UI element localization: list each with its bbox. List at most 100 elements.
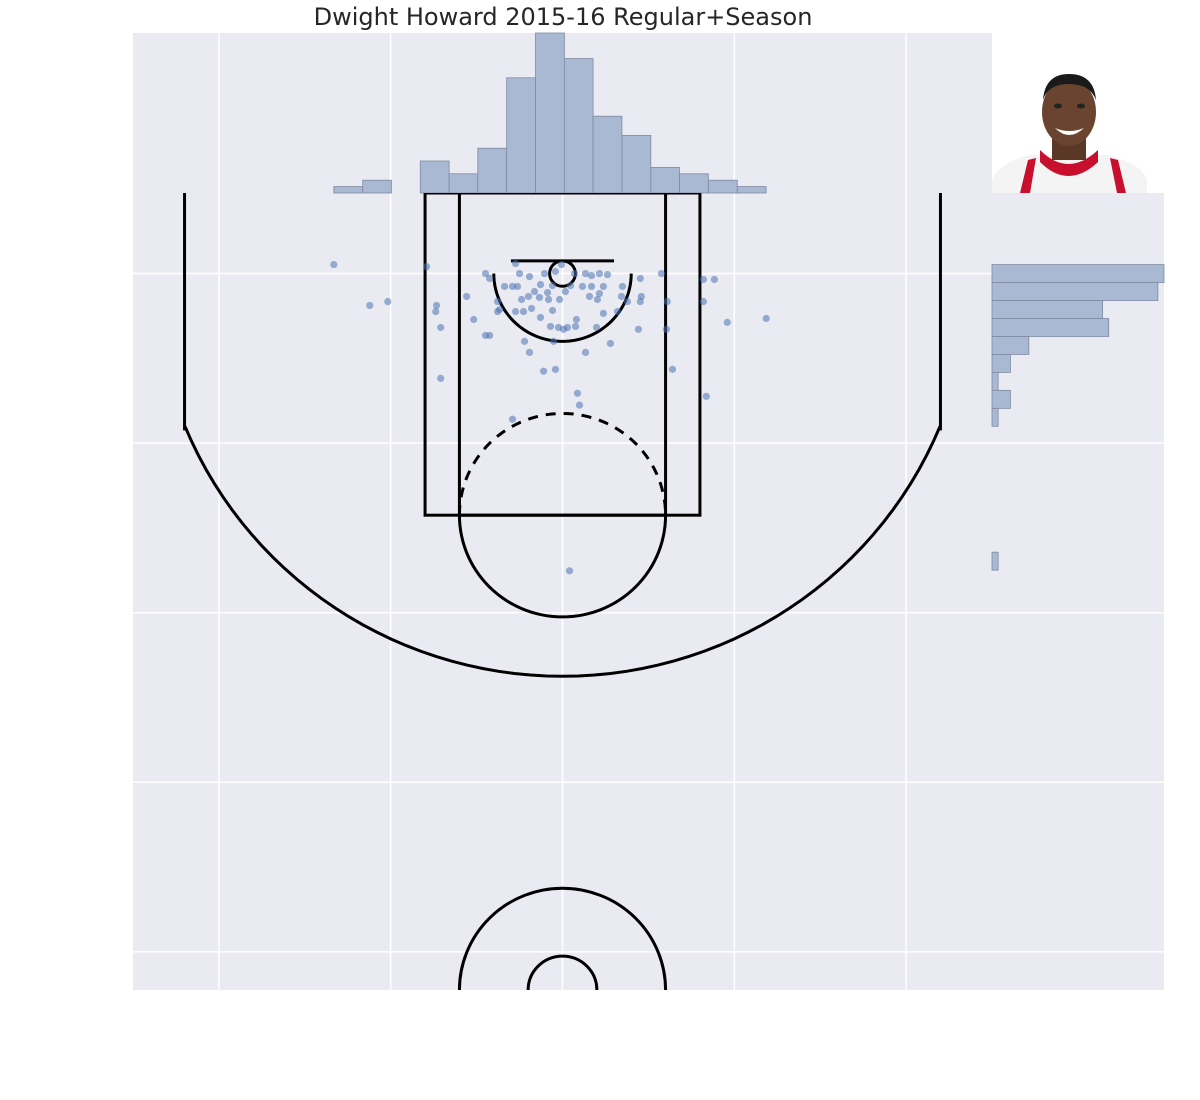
shot-point (437, 374, 445, 382)
histogram-bar (991, 389, 1011, 409)
shot-point (530, 287, 539, 296)
shot-point (540, 269, 549, 278)
shot-point (636, 297, 644, 306)
histograms (333, 32, 1165, 571)
shot-point (603, 270, 612, 279)
shot-point (587, 282, 596, 291)
histogram-bar (333, 186, 364, 194)
shot-point (527, 304, 536, 313)
shot-point (536, 313, 545, 322)
histogram-bar (991, 372, 999, 391)
shot-point (723, 318, 731, 326)
grid (133, 33, 1164, 990)
shot-point (581, 269, 590, 278)
histogram-bar (448, 173, 479, 194)
shot-point (557, 260, 566, 269)
shot-point (508, 415, 517, 423)
shot-point (520, 337, 529, 345)
shot-point (634, 325, 643, 333)
shot-point (578, 282, 587, 291)
shot-point (536, 280, 545, 289)
shot-point (699, 275, 707, 284)
chart-title: Dwight Howard 2015-16 Regular+Season (314, 3, 813, 31)
histogram-bar (679, 173, 709, 194)
shot-point (543, 288, 552, 297)
shot-point (525, 273, 534, 281)
shot-point (437, 323, 445, 332)
shot-point (566, 281, 575, 290)
histogram-bar (991, 354, 1011, 373)
shot-point (668, 365, 677, 373)
histogram-bar (506, 77, 536, 194)
histogram-bar (991, 300, 1103, 319)
shot-point (518, 295, 526, 304)
shot-point (606, 339, 615, 348)
shot-point (481, 269, 490, 278)
histogram-bar (477, 147, 508, 194)
shot-point (762, 314, 770, 323)
histogram-bar (621, 134, 652, 194)
histogram-bar (419, 160, 450, 194)
shot-point (599, 282, 607, 291)
shot-point (592, 323, 601, 332)
shot-point (595, 289, 604, 298)
shot-point (544, 295, 553, 304)
shot-point (613, 307, 622, 316)
court-line (526, 954, 599, 990)
shot-point (623, 297, 632, 306)
histogram-bar (707, 179, 738, 194)
court-line (492, 273, 633, 343)
shot-point (501, 282, 509, 291)
shot-point (699, 297, 707, 306)
shot-point (515, 269, 524, 278)
shot-point (570, 269, 579, 278)
histogram-bar (563, 58, 594, 194)
shot-point (618, 282, 627, 291)
shots (330, 259, 770, 575)
shot-point (593, 295, 601, 304)
shot-point (575, 401, 584, 409)
shot-point (662, 325, 671, 333)
shot-point (330, 260, 338, 269)
shot-point (565, 567, 574, 575)
shot-point (519, 307, 528, 316)
shot-point (573, 389, 582, 397)
shot-point (599, 309, 607, 317)
shot-point (463, 292, 471, 301)
shot-point (432, 301, 441, 310)
court-line (457, 515, 668, 619)
shot-point (585, 292, 594, 301)
player-photo (992, 74, 1147, 193)
court-line (457, 886, 668, 990)
histogram-bar (991, 318, 1110, 337)
shot-point (663, 297, 671, 306)
histogram-bar (592, 115, 623, 194)
shot-point (559, 325, 568, 333)
shot-point (525, 348, 534, 356)
shot-point (511, 307, 520, 316)
shot-point (561, 287, 570, 296)
court (183, 193, 942, 990)
shot-point (481, 331, 490, 340)
shot-point (535, 293, 544, 302)
shot-point (551, 267, 560, 276)
shot-point (571, 322, 580, 331)
shot-point (486, 274, 494, 283)
shot-point (511, 259, 520, 268)
histogram-bar (991, 407, 999, 427)
shot-point (581, 348, 590, 356)
histogram-bar (991, 264, 1165, 283)
shot-point (710, 275, 718, 284)
shot-point (513, 282, 522, 291)
shot-point (384, 297, 392, 306)
shot-point (702, 392, 710, 400)
shot-point (636, 274, 644, 283)
shot-point (617, 292, 626, 301)
shot-point (540, 367, 548, 375)
shot-point (470, 315, 478, 324)
shot-point (524, 292, 533, 301)
shot-point (587, 271, 596, 280)
shot-point (595, 269, 604, 278)
